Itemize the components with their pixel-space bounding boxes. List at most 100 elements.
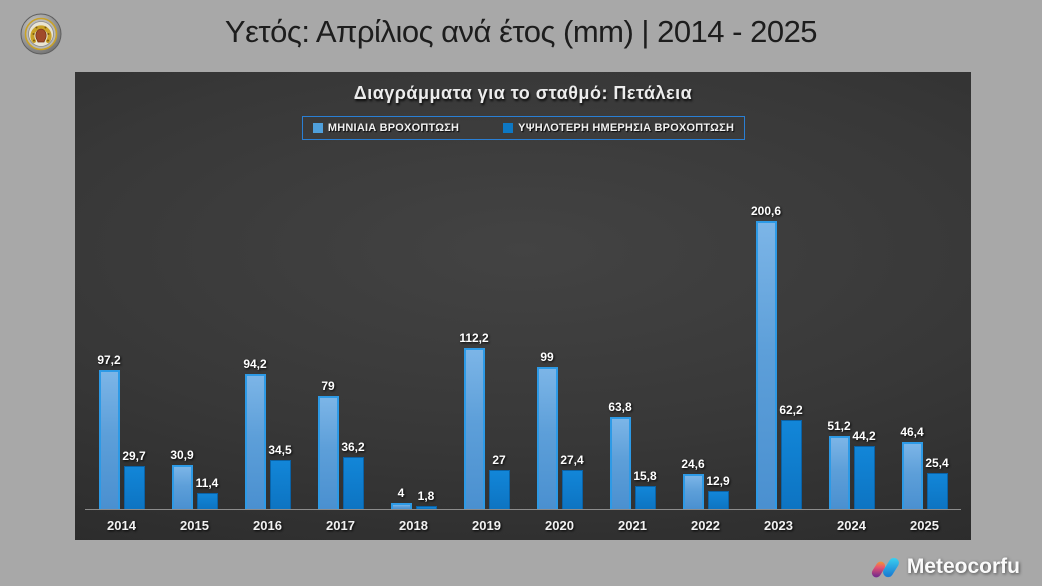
bar-value-label: 62,2: [779, 402, 803, 417]
bar-value-label: 11,4: [195, 475, 219, 490]
bar-daily-2017: [342, 457, 364, 509]
monthly-column-2019: 112,2: [459, 330, 489, 509]
bar-value-label: 94,2: [243, 356, 267, 371]
bar-group-2025: 46,4 25,4: [888, 425, 961, 509]
bar-daily-2022: [707, 490, 729, 509]
monthly-column-2016: 94,2: [243, 356, 267, 509]
bar-daily-2014: [123, 466, 145, 509]
bar-group-2021: 63,8 15,8: [596, 400, 669, 509]
bar-daily-2024: [853, 445, 875, 509]
monthly-column-2017: 79: [317, 378, 339, 509]
monthly-column-2020: 99: [536, 350, 558, 509]
bar-monthly-2023: [755, 221, 777, 509]
bar-group-2023: 200,6 62,2: [742, 204, 815, 509]
bar-value-label: 27: [492, 453, 506, 468]
bar-monthly-2025: [901, 442, 923, 509]
bar-value-label: 1,8: [417, 489, 435, 504]
bar-value-label: 4: [397, 486, 405, 501]
monthly-column-2015: 30,9: [170, 447, 194, 509]
daily-column-2015: 11,4: [195, 475, 219, 509]
bar-monthly-2016: [244, 373, 266, 509]
bar-value-label: 97,2: [97, 352, 121, 367]
legend-label-monthly: ΜΗΝΙΑΙΑ ΒΡΟΧΟΠΤΩΣΗ: [327, 122, 460, 134]
bar-group-2019: 112,2 27: [450, 331, 523, 509]
daily-column-2023: 62,2: [779, 402, 803, 509]
bar-monthly-2018: [390, 503, 412, 509]
x-axis-label-2016: 2016: [253, 518, 282, 533]
bar-value-label: 24,6: [681, 456, 705, 471]
bar-group-2016: 94,2 34,5: [231, 357, 304, 509]
x-axis-label-2018: 2018: [399, 518, 428, 533]
monthly-column-2018: 4: [390, 486, 412, 509]
meteocorfu-logo-icon: [871, 557, 899, 578]
bar-daily-2025: [926, 472, 948, 509]
bar-monthly-2024: [828, 435, 850, 509]
x-axis-label-2022: 2022: [691, 518, 720, 533]
bar-monthly-2022: [682, 473, 704, 509]
bar-value-label: 79: [321, 378, 335, 393]
bar-value-label: 44,2: [852, 428, 876, 443]
station-emblem-logo: [20, 13, 62, 55]
bar-monthly-2014: [98, 369, 120, 509]
x-axis-label-2024: 2024: [837, 518, 866, 533]
bar-value-label: 34,5: [268, 442, 292, 457]
bar-value-label: 36,2: [341, 440, 365, 454]
x-axis-labels: 2014 2015 2016 2017 2018 2019 2020 2021 2022 2023…: [85, 518, 961, 533]
legend-item-daily: ΥΨΗΛΟΤΕΡΗ ΗΜΕΡΗΣΙΑ ΒΡΟΧΟΠΤΩΣΗ: [503, 122, 734, 134]
monthly-column-2014: 97,2: [97, 352, 121, 509]
bar-group-2014: 97,2 29,7: [85, 352, 158, 509]
plot-area: 97,2 29,7 30,9 11,4 94,2 34,5 79 36,2 4 1,8 112,2 2…: [85, 182, 961, 509]
bar-value-label: 25,4: [925, 455, 949, 470]
header: Υετός: Απρίλιος ανά έτος (mm) | 2014 - 2…: [0, 0, 1042, 72]
x-axis-label-2015: 2015: [180, 518, 209, 533]
bar-group-2024: 51,2 44,2: [815, 418, 888, 509]
brand-label: Meteocorfu: [906, 554, 1020, 578]
daily-column-2021: 15,8: [633, 469, 657, 509]
x-axis-line: [85, 509, 961, 510]
bar-value-label: 63,8: [608, 400, 632, 415]
daily-column-2019: 27: [488, 453, 510, 509]
page-title: Υετός: Απρίλιος ανά έτος (mm) | 2014 - 2…: [224, 14, 818, 49]
daily-column-2016: 34,5: [268, 442, 292, 509]
bar-monthly-2021: [609, 417, 631, 509]
daily-column-2020: 27,4: [560, 453, 584, 509]
x-axis-label-2023: 2023: [764, 518, 793, 533]
bar-daily-2020: [561, 469, 583, 509]
bar-monthly-2017: [317, 395, 339, 509]
bar-group-2015: 30,9 11,4: [158, 448, 231, 509]
bar-daily-2021: [634, 486, 656, 509]
bar-daily-2016: [269, 459, 291, 509]
x-axis-label-2019: 2019: [472, 518, 501, 533]
daily-column-2018: 1,8: [415, 489, 437, 509]
bar-value-label: 112,2: [459, 330, 489, 345]
daily-column-2014: 29,7: [122, 449, 146, 509]
bar-value-label: 46,4: [900, 425, 924, 440]
bar-daily-2015: [196, 492, 218, 509]
monthly-column-2023: 200,6: [750, 204, 782, 509]
footer-brand: Meteocorfu: [871, 553, 1020, 580]
bar-value-label: 30,9: [170, 447, 194, 462]
x-axis-label-2025: 2025: [910, 518, 939, 533]
daily-column-2024: 44,2: [852, 428, 876, 509]
chart-legend: ΜΗΝΙΑΙΑ ΒΡΟΧΟΠΤΩΣΗ ΥΨΗΛΟΤΕΡΗ ΗΜΕΡΗΣΙΑ ΒΡ…: [302, 116, 745, 140]
bar-daily-2018: [415, 506, 437, 509]
x-axis-label-2014: 2014: [107, 518, 136, 533]
bar-group-2020: 99 27,4: [523, 350, 596, 509]
bar-value-label: 51,2: [827, 418, 851, 433]
bar-group-2018: 4 1,8: [377, 486, 450, 509]
monthly-column-2025: 46,4: [900, 425, 924, 509]
bar-value-label: 29,7: [122, 449, 146, 464]
daily-column-2025: 25,4: [925, 455, 949, 509]
chart-panel: Διαγράμματα για το σταθμό: Πετάλεια ΜΗΝΙ…: [75, 72, 971, 540]
monthly-column-2021: 63,8: [608, 400, 632, 509]
daily-column-2022: 12,9: [706, 474, 730, 509]
bar-monthly-2015: [171, 464, 193, 509]
bar-group-2017: 79 36,2: [304, 379, 377, 509]
x-axis-label-2017: 2017: [326, 518, 355, 533]
legend-marker-daily-icon: [503, 123, 514, 133]
bar-value-label: 15,8: [633, 469, 657, 484]
bar-value-label: 200,6: [750, 204, 782, 218]
x-axis-label-2021: 2021: [618, 518, 647, 533]
legend-marker-monthly-icon: [312, 123, 323, 133]
